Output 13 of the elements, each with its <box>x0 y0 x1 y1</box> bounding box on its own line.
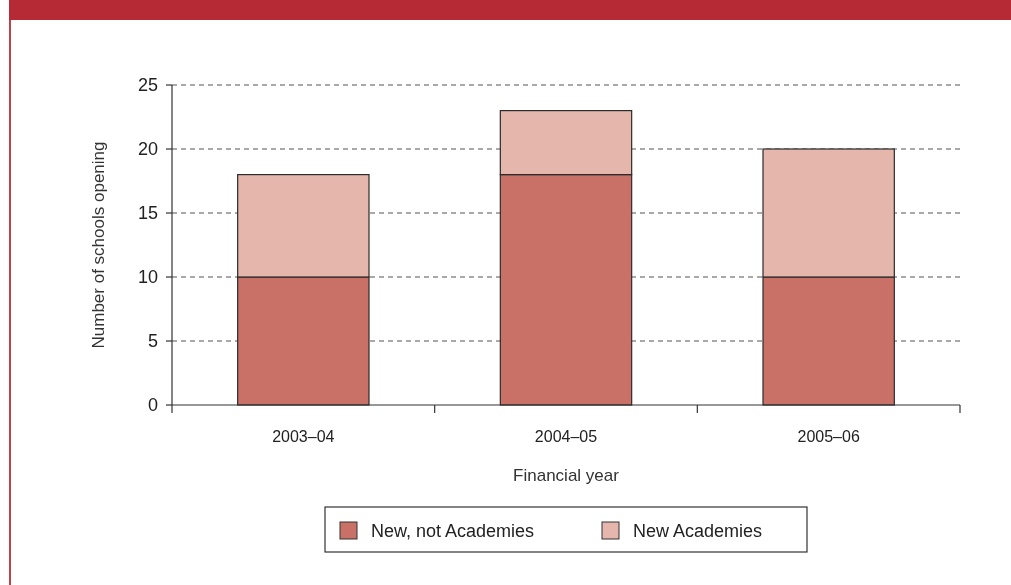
y-tick-label: 20 <box>137 139 158 160</box>
y-axis-title: Number of schools opening <box>89 141 108 349</box>
legend-label: New, not Academies <box>371 521 535 542</box>
x-tick-label: 2003–04 <box>272 428 335 445</box>
legend-label: New Academies <box>633 521 763 542</box>
y-tick-label: 0 <box>147 395 158 416</box>
x-tick-label: 2005–06 <box>797 428 860 445</box>
y-tick-label: 15 <box>137 203 158 224</box>
x-axis-title: Financial year <box>513 466 620 485</box>
y-tick-label: 5 <box>147 331 158 352</box>
y-tick-label: 25 <box>137 75 158 96</box>
x-tick-label: 2004–05 <box>534 428 598 445</box>
y-tick-label: 10 <box>137 267 158 288</box>
